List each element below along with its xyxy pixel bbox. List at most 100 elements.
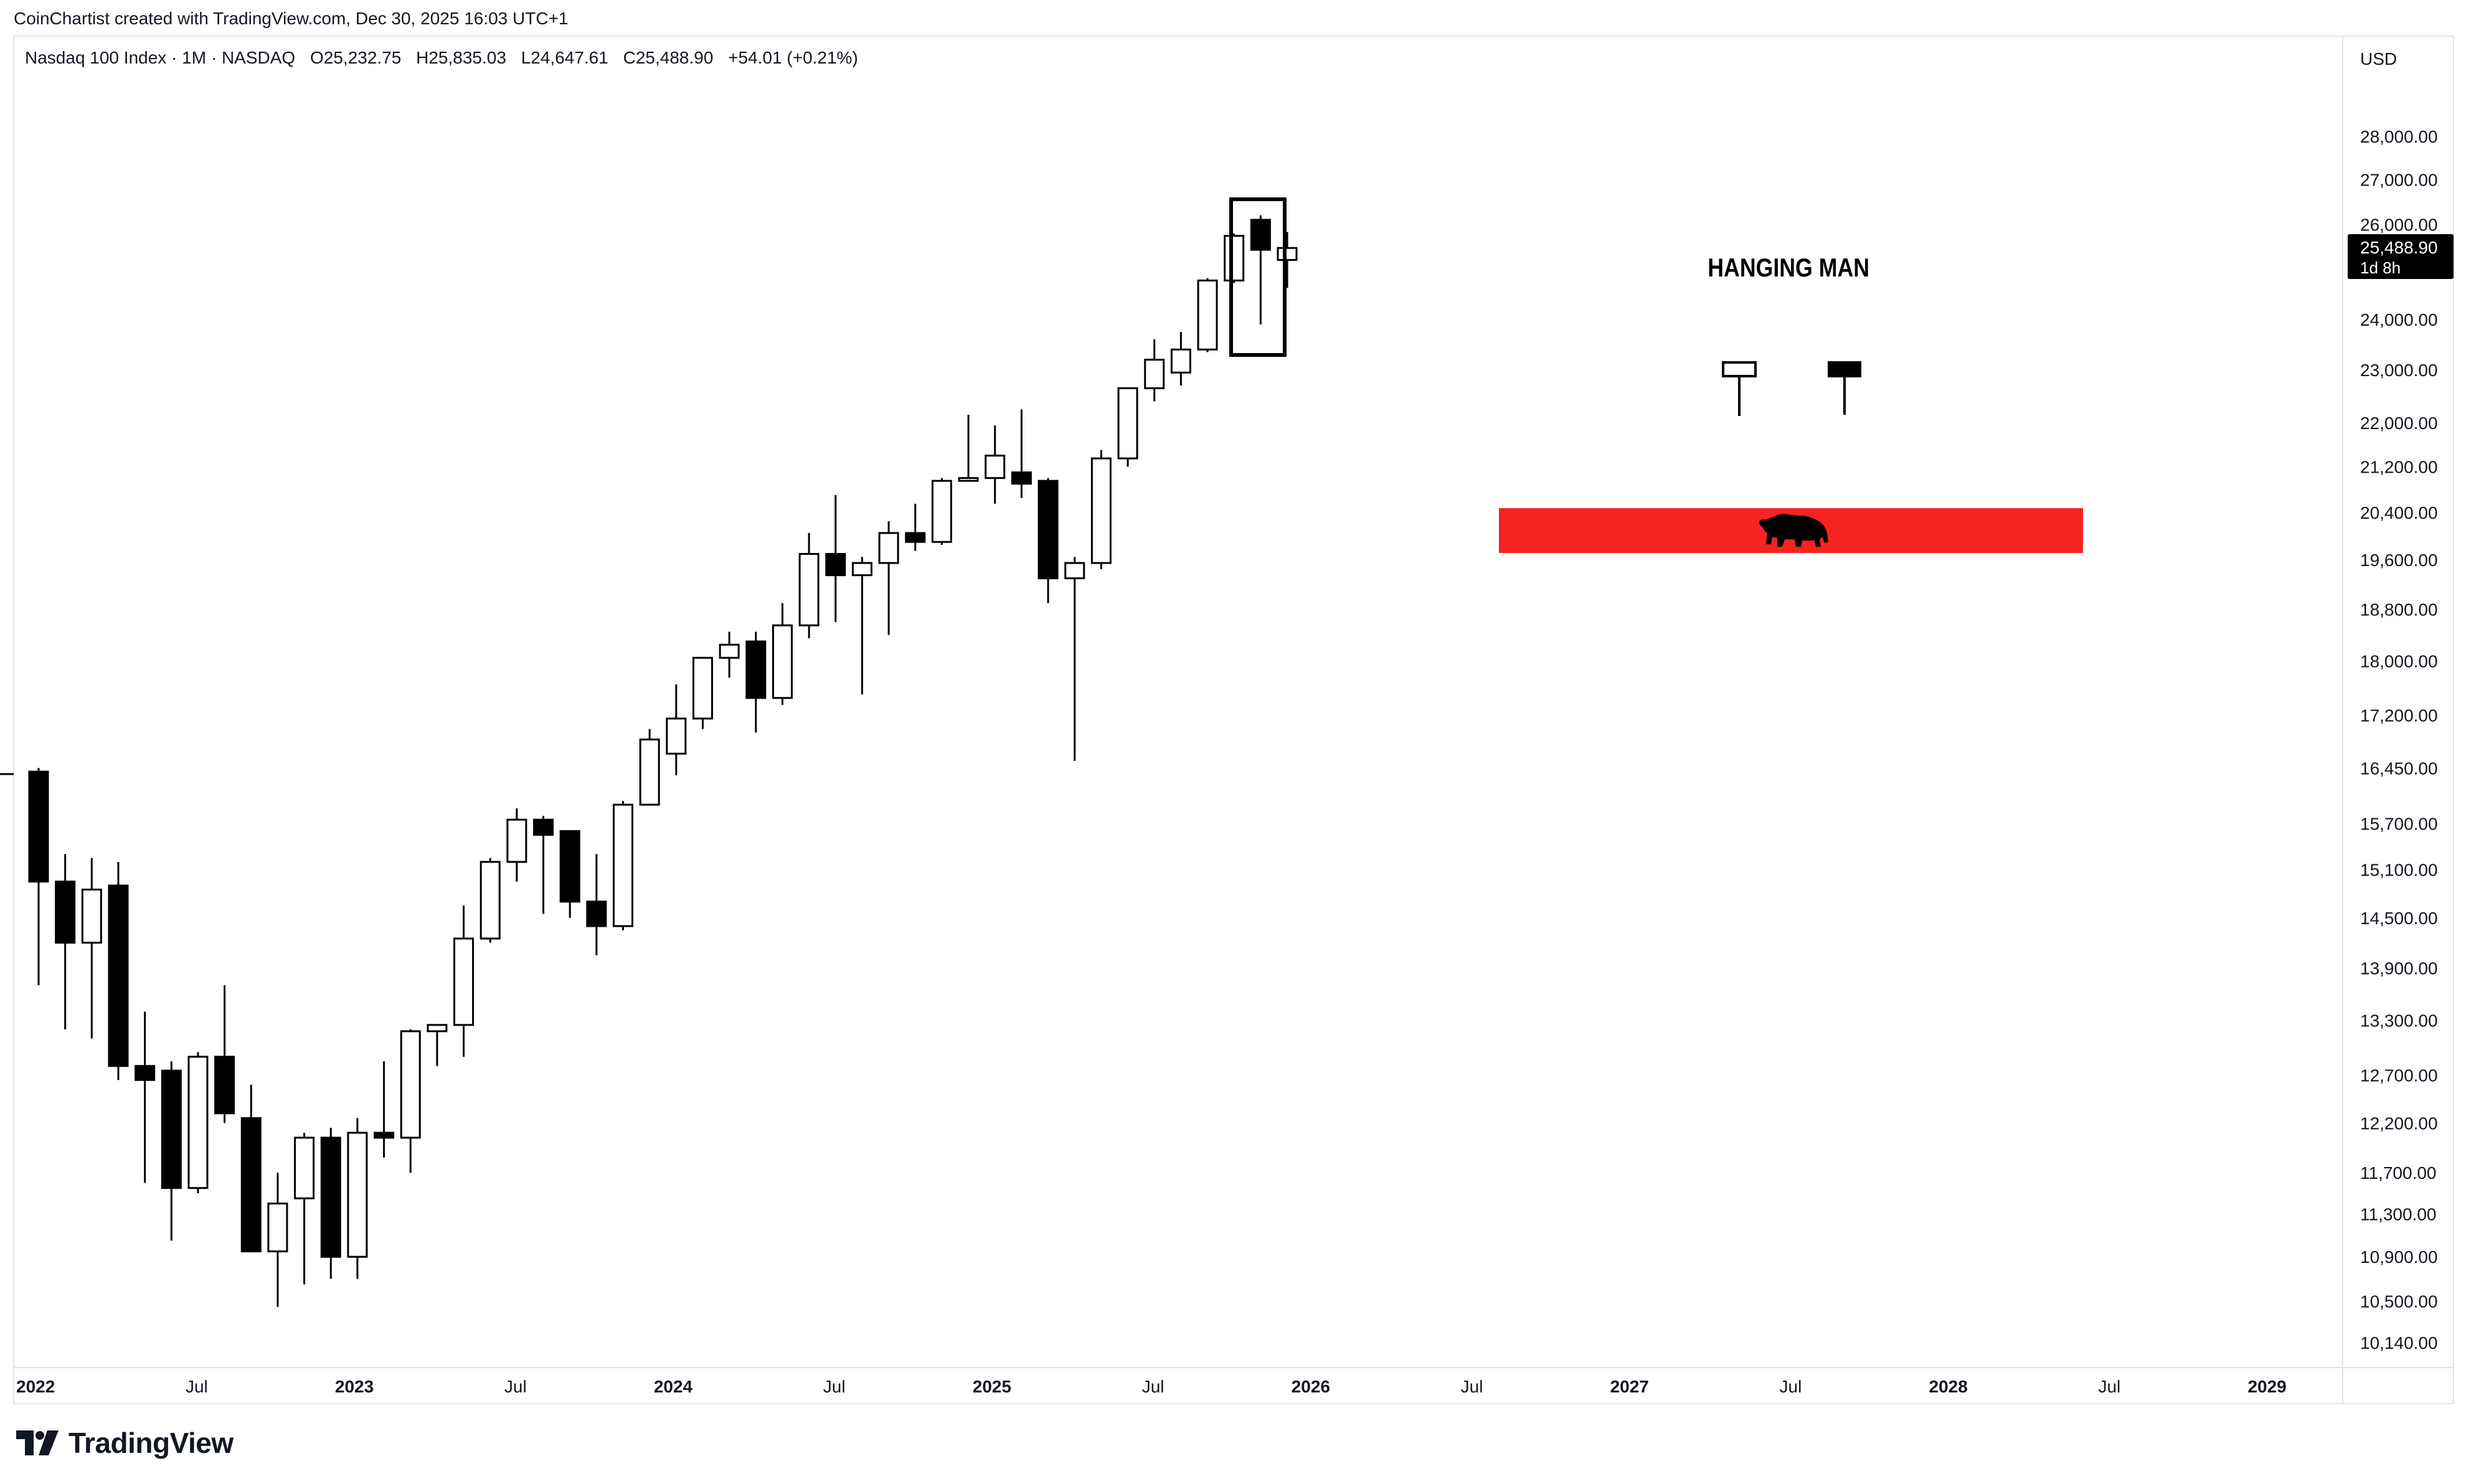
- candle[interactable]: [613, 801, 634, 930]
- price-axis[interactable]: 10,140.00 10,500.00 10,900.00 11,300.00 11,7…: [2360, 127, 2438, 1353]
- candle[interactable]: [240, 1084, 262, 1252]
- candle[interactable]: [1037, 478, 1059, 603]
- y-tick-label: 11,700.00: [2360, 1163, 2437, 1183]
- candle-body-bullish: [1224, 235, 1245, 281]
- candle[interactable]: [400, 1029, 421, 1173]
- candle[interactable]: [294, 1132, 315, 1285]
- candle-body-bearish: [1250, 219, 1271, 251]
- y-tick-label: 15,700.00: [2360, 814, 2438, 833]
- candle-body-bearish: [559, 829, 580, 903]
- y-tick-label: 12,200.00: [2360, 1113, 2438, 1133]
- candle[interactable]: [1064, 557, 1085, 761]
- candle[interactable]: [187, 1052, 209, 1193]
- candle-body-bullish: [347, 1132, 368, 1258]
- legend-open: O25,232.75: [310, 48, 401, 67]
- candle[interactable]: [320, 1128, 341, 1279]
- candle[interactable]: [1117, 387, 1138, 467]
- candle-body-bullish: [400, 1030, 421, 1139]
- candle-body-bullish: [878, 532, 899, 564]
- candle[interactable]: [427, 1024, 448, 1066]
- last-price-value: 25,488.90: [2360, 238, 2438, 257]
- candle[interactable]: [1197, 278, 1218, 352]
- time-axis[interactable]: 2022 Jul 2023 Jul 2024 Jul 2025 Jul 2026 Jul 2027 J…: [16, 1377, 2287, 1396]
- candle[interactable]: [479, 858, 501, 943]
- y-tick-label: 10,140.00: [2360, 1333, 2438, 1353]
- candle-body-bearish: [586, 900, 607, 927]
- candle[interactable]: [798, 532, 820, 638]
- y-tick-label: 13,300.00: [2360, 1011, 2438, 1031]
- candle[interactable]: [586, 854, 607, 956]
- candle[interactable]: [905, 503, 926, 551]
- y-tick-label: 26,000.00: [2360, 215, 2438, 234]
- candle[interactable]: [267, 1173, 288, 1307]
- candle-body-bullish: [479, 861, 501, 940]
- candle[interactable]: [108, 862, 129, 1080]
- candle-body-bearish: [135, 1065, 156, 1081]
- candle[interactable]: [692, 656, 713, 729]
- legend-low: L24,647.61: [521, 48, 608, 67]
- y-tick-label: 10,900.00: [2360, 1247, 2438, 1267]
- x-tick-label: 2023: [335, 1377, 374, 1396]
- currency-label[interactable]: USD: [2360, 49, 2397, 69]
- candle[interactable]: [1170, 331, 1191, 386]
- candle-body-bullish: [719, 643, 740, 659]
- candles-group: [28, 215, 1298, 1307]
- candle[interactable]: [55, 854, 76, 1030]
- candle[interactable]: [878, 521, 899, 635]
- candle-body-bullish: [1170, 348, 1191, 374]
- candle-body-bullish: [81, 888, 102, 944]
- candle[interactable]: [506, 808, 527, 882]
- candle[interactable]: [214, 985, 235, 1123]
- candle[interactable]: [985, 425, 1006, 504]
- candle[interactable]: [1011, 409, 1032, 498]
- last-price-countdown: 1d 8h: [2360, 258, 2401, 277]
- y-tick-label: 23,000.00: [2360, 361, 2438, 380]
- candle-body-bearish: [745, 640, 767, 699]
- candle-body-bullish: [958, 477, 979, 482]
- candle-body-bearish: [1037, 480, 1059, 580]
- candle-body-bullish: [187, 1056, 209, 1189]
- candle-body-bullish: [851, 562, 872, 577]
- candle[interactable]: [666, 684, 687, 775]
- candle-body-bearish: [55, 881, 76, 944]
- candle[interactable]: [28, 768, 49, 986]
- candle[interactable]: [533, 816, 554, 914]
- x-tick-label: Jul: [2098, 1377, 2120, 1396]
- candle[interactable]: [1090, 450, 1112, 569]
- candle[interactable]: [81, 858, 102, 1039]
- candle[interactable]: [453, 905, 475, 1057]
- hanging-man-bullish-example: [1722, 361, 1757, 416]
- candle-body-bullish: [931, 480, 952, 543]
- candle[interactable]: [958, 414, 979, 482]
- candle-body-bullish: [427, 1024, 448, 1033]
- x-tick-label: 2025: [973, 1377, 1011, 1396]
- candle[interactable]: [1250, 215, 1271, 324]
- candle[interactable]: [825, 495, 846, 623]
- bear-icon: [1759, 514, 1828, 547]
- candle[interactable]: [1224, 234, 1245, 283]
- candle[interactable]: [1144, 339, 1165, 402]
- candle[interactable]: [1277, 232, 1298, 288]
- candle-body-bearish: [28, 770, 49, 883]
- candle[interactable]: [161, 1061, 182, 1241]
- candle[interactable]: [745, 631, 767, 733]
- candle[interactable]: [559, 829, 580, 918]
- candle[interactable]: [719, 631, 740, 678]
- candle[interactable]: [931, 478, 952, 546]
- candle[interactable]: [374, 1061, 395, 1158]
- y-tick-label: 15,100.00: [2360, 861, 2438, 880]
- x-tick-label: 2027: [1610, 1377, 1649, 1396]
- candle[interactable]: [639, 729, 660, 806]
- candle[interactable]: [135, 1011, 156, 1183]
- y-tick-label: 22,000.00: [2360, 414, 2438, 433]
- x-tick-label: Jul: [823, 1377, 846, 1396]
- candle[interactable]: [347, 1118, 368, 1279]
- candle-body-bullish: [772, 624, 793, 699]
- x-tick-label: Jul: [186, 1377, 208, 1396]
- legend-high: H25,835.03: [416, 48, 506, 67]
- candle[interactable]: [772, 603, 793, 705]
- candle-body-bearish: [533, 818, 554, 836]
- candle[interactable]: [851, 557, 872, 695]
- tradingview-branding[interactable]: TradingView: [16, 1426, 234, 1460]
